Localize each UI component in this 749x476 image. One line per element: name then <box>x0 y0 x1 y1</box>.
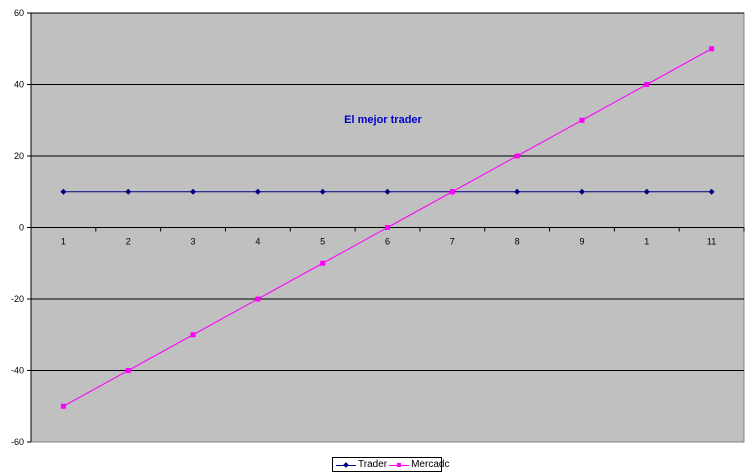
x-tick-label: 4 <box>255 237 260 247</box>
x-tick-label: 9 <box>579 237 584 247</box>
y-tick-label: -60 <box>11 437 24 447</box>
data-point-trader <box>190 188 197 195</box>
data-point-mercado <box>709 46 715 52</box>
legend-label: Mercadc <box>411 459 450 470</box>
data-point-trader <box>254 188 261 195</box>
data-point-trader <box>125 188 132 195</box>
data-point-trader <box>708 188 715 195</box>
legend-item-mercado: Mercadc <box>389 459 449 470</box>
data-point-mercado <box>190 332 196 338</box>
x-tick-label: 2 <box>126 237 131 247</box>
legend-item-trader: Trader <box>336 459 387 470</box>
x-tick-label: 7 <box>450 237 455 247</box>
data-point-trader <box>319 188 326 195</box>
y-tick-label: 0 <box>19 223 24 233</box>
x-tick-label: 6 <box>385 237 390 247</box>
data-point-mercado <box>320 260 326 266</box>
y-tick-label: 20 <box>14 151 24 161</box>
data-point-mercado <box>579 117 585 123</box>
data-point-mercado <box>125 368 131 373</box>
data-point-trader <box>643 188 650 195</box>
x-tick-label: 5 <box>320 237 325 247</box>
data-point-mercado <box>449 189 455 195</box>
x-tick-label: 1 <box>644 237 649 247</box>
legend: Trader Mercadc <box>332 457 449 472</box>
legend-swatch-trader <box>336 460 356 470</box>
data-point-trader <box>384 188 391 195</box>
x-tick-label: 11 <box>707 237 716 247</box>
y-tick-label: 40 <box>14 80 24 90</box>
data-point-mercado <box>514 153 520 159</box>
legend-label: Trader <box>358 459 388 470</box>
data-point-mercado <box>385 225 390 230</box>
x-tick-label: 3 <box>191 237 196 247</box>
data-point-trader <box>514 188 521 195</box>
y-tick-label: 60 <box>14 8 24 18</box>
x-tick-label: 1 <box>61 237 66 247</box>
y-tick-label: -40 <box>11 366 24 376</box>
data-point-mercado <box>644 82 650 87</box>
legend-swatch-mercado <box>389 460 410 470</box>
data-point-trader <box>60 188 67 195</box>
data-point-trader <box>578 188 585 195</box>
x-tick-label: 8 <box>515 237 520 247</box>
data-point-mercado <box>255 296 261 302</box>
chart-title: El mejor trader <box>344 114 422 126</box>
y-tick-label: -20 <box>11 294 24 304</box>
data-point-mercado <box>60 403 66 409</box>
